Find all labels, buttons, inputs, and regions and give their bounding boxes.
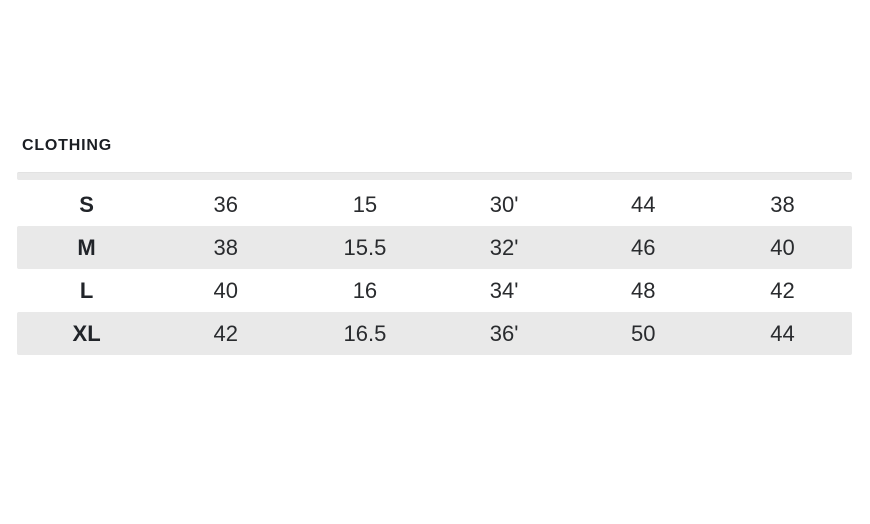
value-cell: 46	[631, 234, 656, 260]
value-cell: 44	[770, 320, 795, 346]
size-cell: L	[79, 277, 94, 303]
section-title: CLOTHING	[22, 137, 112, 154]
size-cell: XL	[72, 320, 101, 346]
value-cell: 16.5	[343, 320, 387, 346]
value-cell: 40	[213, 277, 238, 303]
value-cell: 36'	[489, 320, 519, 346]
table-row: S 36 15 30' 44 38	[17, 183, 852, 226]
value-cell: 36	[213, 191, 238, 217]
value-cell: 16	[352, 277, 378, 303]
value-cell: 34'	[489, 277, 519, 303]
value-cell: 15	[352, 191, 378, 217]
table-header-strip	[17, 172, 852, 180]
value-cell: 48	[631, 277, 656, 303]
value-cell: 32'	[489, 234, 519, 260]
size-cell: S	[79, 191, 94, 217]
value-cell: 38	[770, 191, 795, 217]
value-cell: 42	[213, 320, 238, 346]
size-table: S 36 15 30' 44 38 M 38 15.5 32' 46 40 L …	[17, 172, 852, 355]
table-row: M 38 15.5 32' 46 40	[17, 226, 852, 269]
value-cell: 40	[770, 234, 795, 260]
value-cell: 15.5	[343, 234, 387, 260]
value-cell: 50	[631, 320, 656, 346]
value-cell: 30'	[489, 191, 519, 217]
size-cell: M	[77, 234, 96, 260]
table-row: XL 42 16.5 36' 50 44	[17, 312, 852, 355]
value-cell: 42	[770, 277, 795, 303]
value-cell: 38	[213, 234, 238, 260]
value-cell: 44	[631, 191, 656, 217]
table-row: L 40 16 34' 48 42	[17, 269, 852, 312]
